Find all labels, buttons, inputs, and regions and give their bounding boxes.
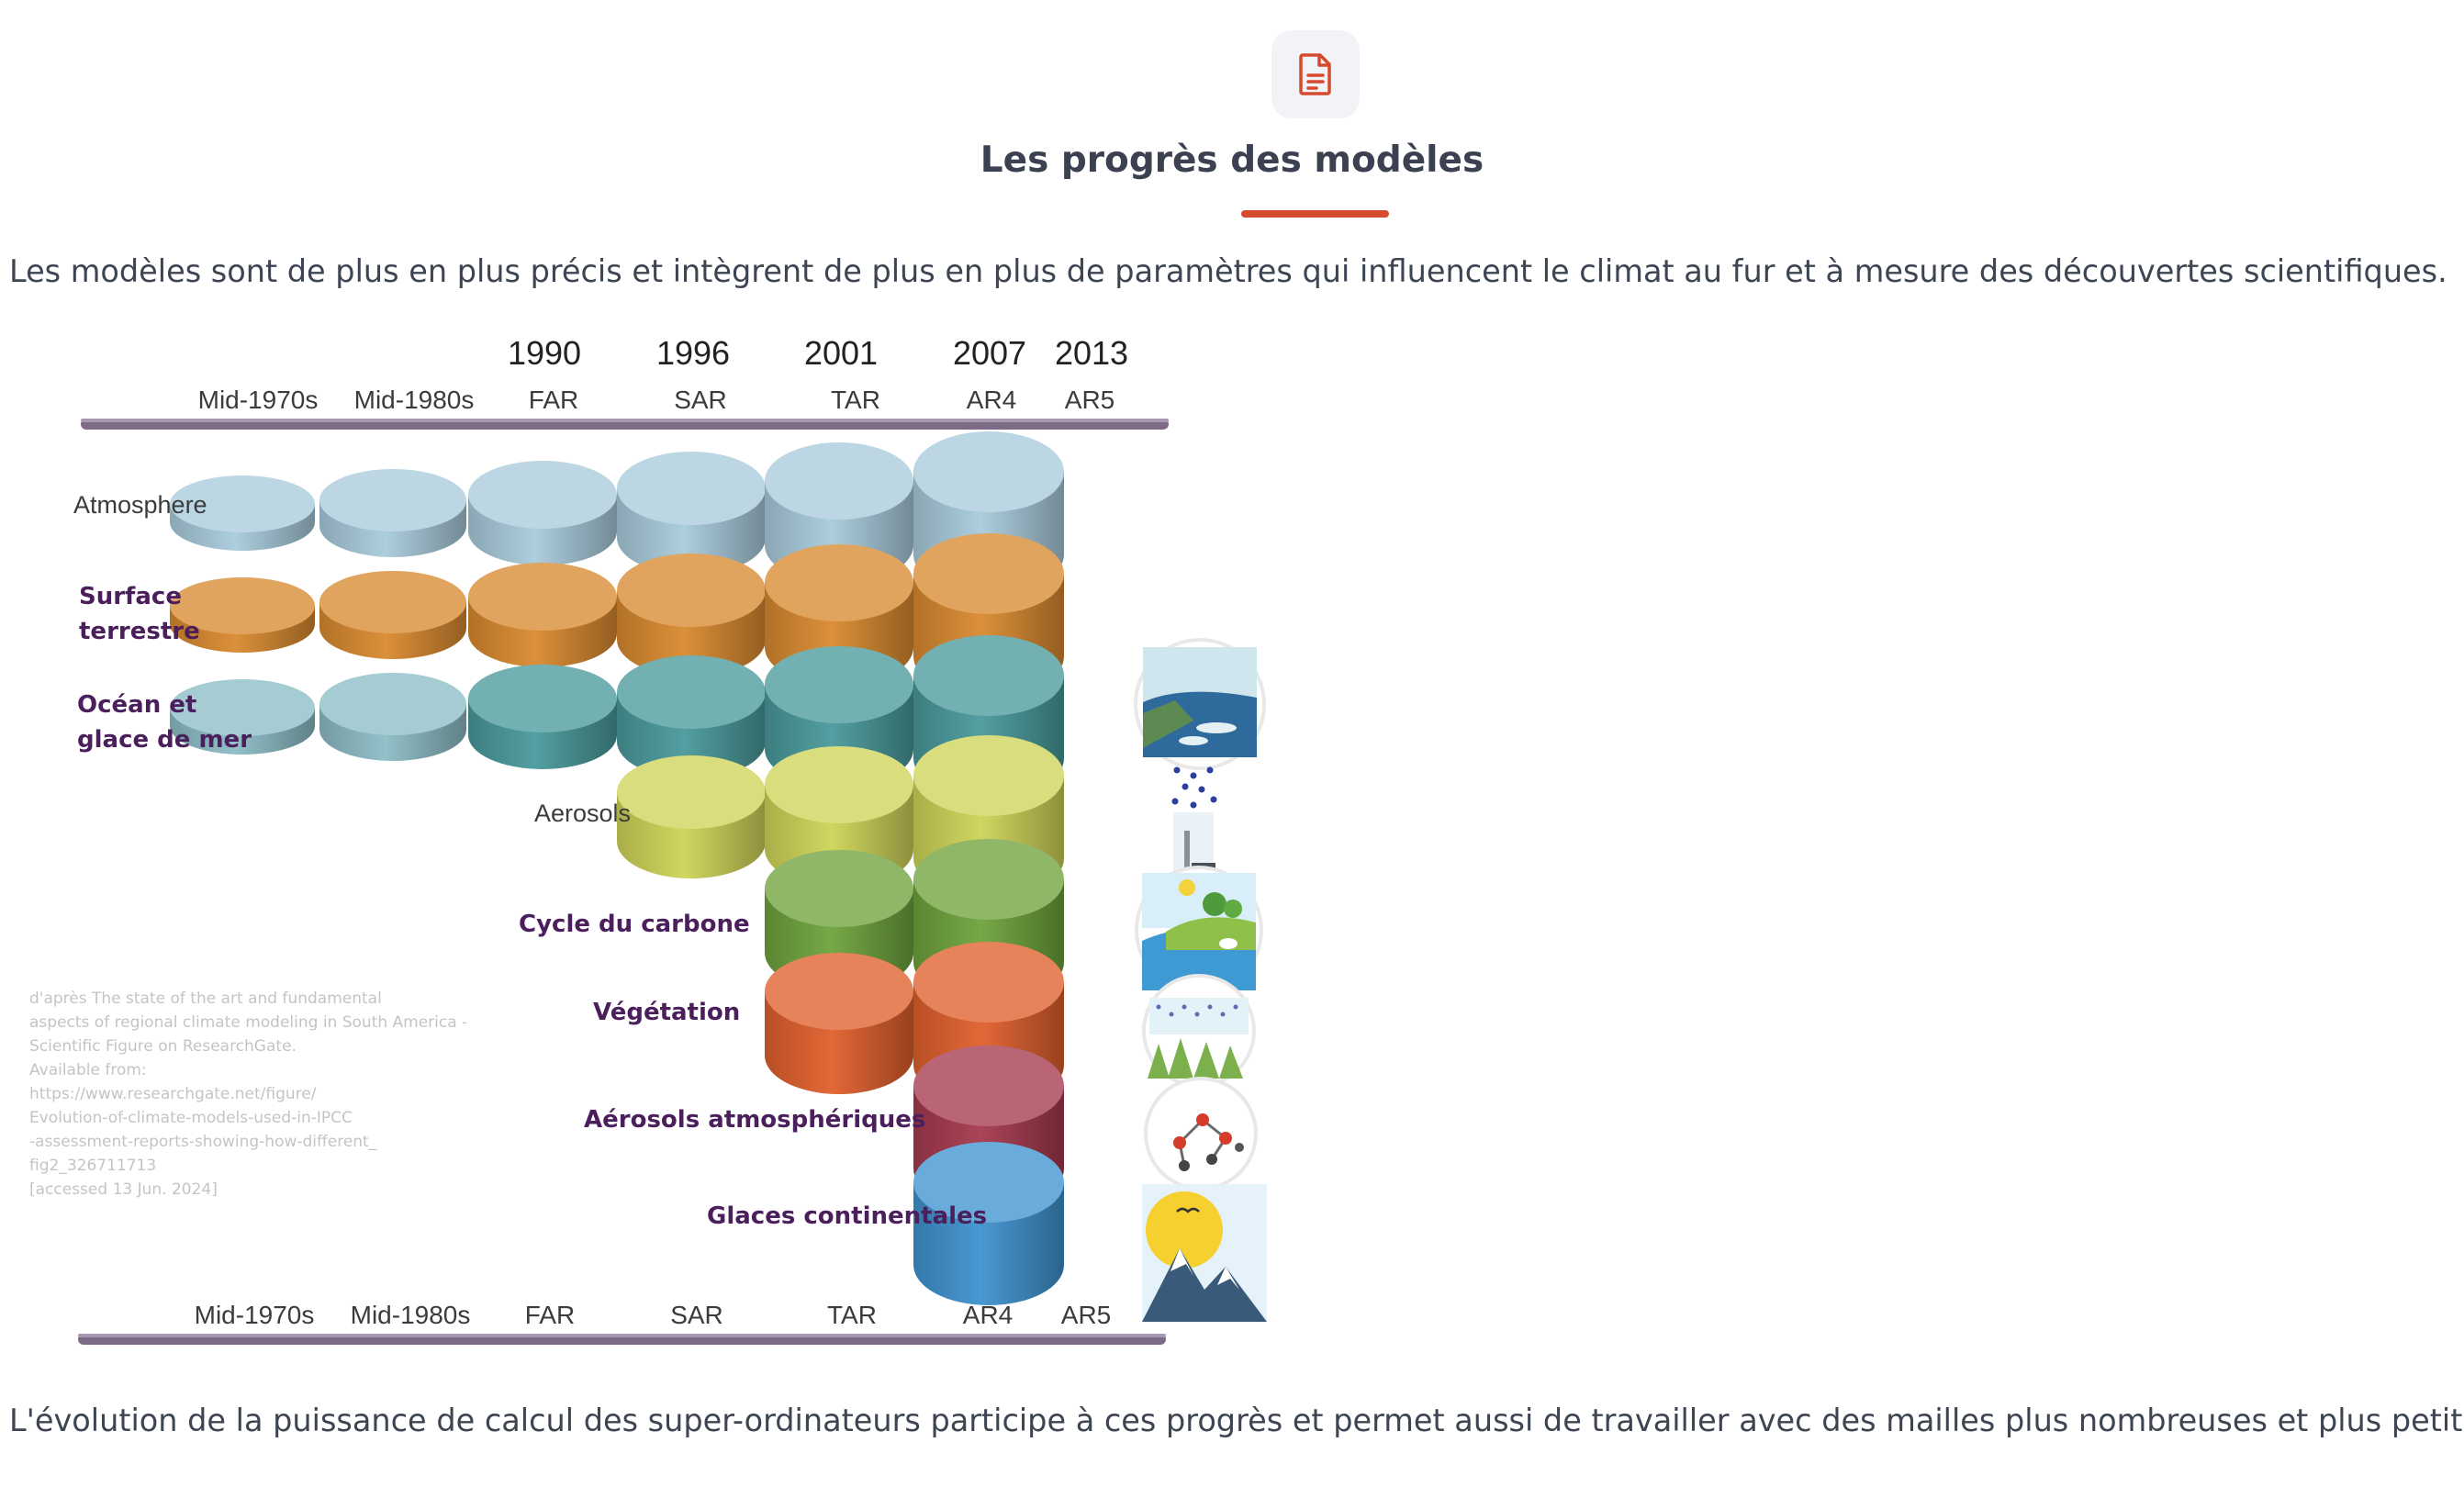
period-label-bottom: AR5 bbox=[1061, 1301, 1111, 1329]
period-label-bottom: SAR bbox=[670, 1301, 723, 1329]
period-label-bottom: AR4 bbox=[963, 1301, 1013, 1329]
model-cylinder bbox=[617, 655, 766, 778]
period-label-top: FAR bbox=[529, 386, 578, 414]
source-credit: d'après The state of the art and fundame… bbox=[29, 989, 467, 1199]
model-cylinder bbox=[468, 665, 617, 769]
document-icon-badge bbox=[1271, 30, 1360, 118]
source-credit-line: Scientific Figure on ResearchGate. bbox=[29, 1037, 297, 1056]
row-label: terrestre bbox=[79, 618, 200, 645]
row-label: glace de mer bbox=[77, 726, 252, 754]
period-label-bottom: Mid-1980s bbox=[351, 1301, 471, 1329]
intro-paragraph: Les modèles sont de plus en plus précis … bbox=[9, 253, 2447, 289]
source-credit-line: [accessed 13 Jun. 2024] bbox=[29, 1180, 218, 1199]
section-title: Les progrès des modèles bbox=[980, 140, 1484, 181]
row-label: Glaces continentales bbox=[707, 1202, 987, 1230]
model-cylinder bbox=[617, 553, 766, 676]
period-label-top: SAR bbox=[674, 386, 727, 414]
period-label-bottom: TAR bbox=[827, 1301, 877, 1329]
model-cylinder bbox=[170, 577, 315, 653]
title-underline bbox=[1241, 210, 1389, 218]
model-cylinder bbox=[468, 563, 617, 667]
period-label-top: TAR bbox=[831, 386, 880, 414]
model-cylinder bbox=[319, 673, 466, 761]
period-label-top: Mid-1980s bbox=[354, 386, 475, 414]
model-cylinder bbox=[765, 953, 913, 1094]
row-label: Aérosols atmosphériques bbox=[584, 1106, 925, 1134]
model-cylinder bbox=[319, 469, 466, 557]
row-label: Aerosols bbox=[534, 799, 631, 827]
model-cylinder bbox=[617, 452, 766, 575]
row-label: Océan et bbox=[77, 691, 196, 719]
molecule-icon bbox=[1144, 1077, 1258, 1191]
source-credit-line: https://www.researchgate.net/figure/ bbox=[29, 1085, 317, 1103]
carbon-cycle-icon bbox=[1135, 866, 1263, 994]
period-label-top: AR5 bbox=[1065, 386, 1114, 414]
period-label-bottom: Mid-1970s bbox=[195, 1301, 315, 1329]
year-label-2013: 2013 bbox=[1055, 334, 1128, 372]
outro-paragraph: L'évolution de la puissance de calcul de… bbox=[9, 1403, 2464, 1438]
ocean-ice-icon bbox=[1134, 638, 1266, 770]
row-label: Cycle du carbone bbox=[519, 911, 750, 938]
model-cylinder bbox=[468, 461, 617, 565]
row-label: Surface bbox=[79, 583, 182, 610]
model-cylinder bbox=[319, 571, 466, 659]
source-credit-line: Evolution-of-climate-models-used-in-IPCC bbox=[29, 1109, 353, 1127]
year-label-2001: 2001 bbox=[804, 334, 878, 372]
climate-models-figure: 1990 1996 2001 2007 2013 Mid-1970s Mid-1980s FA… bbox=[0, 317, 1285, 1354]
period-label-bottom: FAR bbox=[525, 1301, 575, 1329]
vegetation-icon bbox=[1142, 974, 1256, 1088]
model-cylinder bbox=[913, 1142, 1064, 1305]
row-label: Végétation bbox=[593, 999, 740, 1026]
period-label-top: Mid-1970s bbox=[198, 386, 319, 414]
climate-models-illustration: 1990 1996 2001 2007 2013 Mid-1970s Mid-1980s FA… bbox=[29, 334, 1267, 1345]
source-credit-line: Available from: bbox=[29, 1061, 147, 1079]
timeline-bar-bottom-highlight bbox=[78, 1334, 1166, 1337]
source-credit-line: aspects of regional climate modeling in … bbox=[29, 1013, 467, 1032]
source-credit-line: fig2_326711713 bbox=[29, 1157, 156, 1175]
year-label-1990: 1990 bbox=[508, 334, 581, 372]
mountain-ice-icon bbox=[1142, 1184, 1267, 1322]
model-cylinder bbox=[170, 679, 315, 755]
timeline-bar-top-highlight bbox=[81, 419, 1169, 422]
document-icon bbox=[1299, 53, 1331, 95]
year-label-2007: 2007 bbox=[953, 334, 1026, 372]
source-credit-line: -assessment-reports-showing-how-differen… bbox=[29, 1133, 377, 1151]
model-cylinder bbox=[170, 475, 315, 551]
model-cylinder bbox=[617, 755, 766, 878]
year-label-1996: 1996 bbox=[656, 334, 730, 372]
period-label-top: AR4 bbox=[967, 386, 1016, 414]
source-credit-line: d'après The state of the art and fundame… bbox=[29, 989, 382, 1008]
row-label: Atmosphere bbox=[73, 491, 207, 519]
